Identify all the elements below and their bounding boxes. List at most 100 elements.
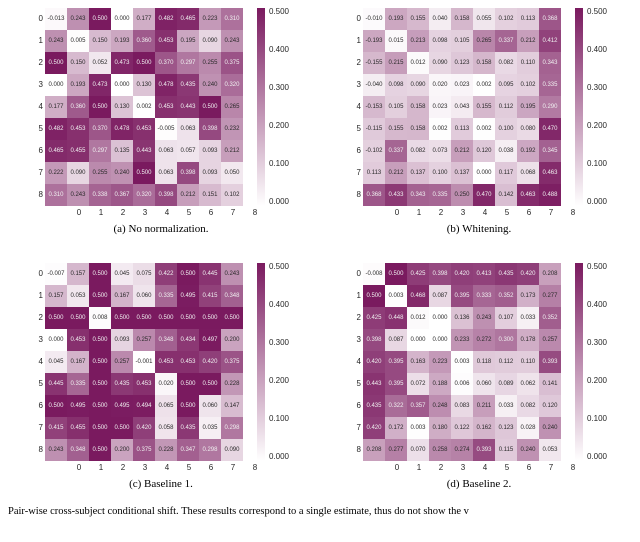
heatmap-cell: 0.232	[221, 118, 243, 140]
heatmap-cell: 0.395	[385, 373, 407, 395]
heatmap-cell: 0.500	[89, 351, 111, 373]
heatmap-cell: 0.055	[473, 8, 495, 30]
heatmap-cell: 0.137	[451, 162, 473, 184]
heatmap-cell: 0.223	[429, 351, 451, 373]
heatmap-cell: 0.102	[517, 74, 539, 96]
heatmap-cell: 0.375	[221, 52, 243, 74]
heatmap-cell: 0.053	[67, 285, 89, 307]
heatmap-cell: 0.147	[221, 395, 243, 417]
heatmap: -0.0070.1570.5000.0450.0750.4220.5000.44…	[45, 263, 243, 461]
heatmap-cell: 0.000	[473, 162, 495, 184]
colorbar-tick-label: 0.000	[587, 198, 607, 206]
heatmap-cell: 0.090	[429, 52, 451, 74]
colorbar-tick-label: 0.300	[269, 84, 289, 92]
heatmap-cell: 0.063	[177, 118, 199, 140]
colorbar-gradient	[257, 263, 265, 461]
y-tick-label: 2	[33, 59, 43, 67]
heatmap-cell: 0.482	[155, 8, 177, 30]
heatmap-cell: 0.215	[385, 52, 407, 74]
heatmap-cell: 0.333	[473, 285, 495, 307]
heatmap-cell: 0.337	[385, 140, 407, 162]
colorbar-tick-label: 0.100	[587, 415, 607, 423]
x-tick-label: 5	[178, 463, 200, 472]
heatmap-cell: 0.352	[539, 307, 561, 329]
heatmap-cell: 0.455	[67, 417, 89, 439]
heatmap-cell: 0.500	[67, 307, 89, 329]
heatmap-cell: 0.100	[429, 162, 451, 184]
heatmap-cell: 0.000	[45, 74, 67, 96]
heatmap-cell: 0.500	[199, 307, 221, 329]
heatmap-cell: 0.192	[517, 140, 539, 162]
heatmap-cell: 0.188	[429, 373, 451, 395]
heatmap-cell: 0.434	[177, 329, 199, 351]
heatmap-cell: 0.243	[221, 30, 243, 52]
heatmap-cell: 0.338	[89, 184, 111, 206]
heatmap-cell: 0.258	[429, 439, 451, 461]
heatmap-cell: 0.500	[177, 373, 199, 395]
x-tick-label: 8	[244, 208, 266, 217]
heatmap-cell: 0.003	[407, 417, 429, 439]
heatmap-cell: 0.453	[155, 30, 177, 52]
heatmap-cell: 0.105	[451, 30, 473, 52]
heatmap-cell: 0.112	[495, 351, 517, 373]
heatmap-cell: 0.062	[517, 373, 539, 395]
panel-caption: (d) Baseline 2.	[447, 478, 511, 490]
x-tick-label: 4	[474, 208, 496, 217]
heatmap-cell: 0.335	[155, 285, 177, 307]
heatmap-cell: 0.257	[539, 329, 561, 351]
heatmap-cell: 0.337	[495, 30, 517, 52]
heatmap-cell: 0.398	[199, 118, 221, 140]
heatmap-cell: 0.420	[363, 417, 385, 439]
colorbar-ticks: 0.5000.4000.3000.2000.1000.000	[269, 8, 289, 206]
y-tick-label: 5	[351, 380, 361, 388]
heatmap-cell: 0.443	[133, 140, 155, 162]
x-axis: 012345678	[68, 463, 266, 472]
x-axis: 012345678	[68, 208, 266, 217]
heatmap-cell: -0.005	[155, 118, 177, 140]
heatmap-cell: 0.448	[385, 307, 407, 329]
heatmap-cell: 0.045	[111, 263, 133, 285]
x-tick-label: 4	[156, 463, 178, 472]
heatmap-cell: 0.398	[177, 162, 199, 184]
heatmap: -0.0100.1930.1550.0400.1580.0550.1020.11…	[363, 8, 561, 206]
heatmap-cell: 0.255	[199, 52, 221, 74]
heatmap-cell: 0.473	[89, 74, 111, 96]
y-tick-label: 7	[33, 169, 43, 177]
x-tick-label: 2	[430, 208, 452, 217]
heatmap-cell: 0.005	[67, 30, 89, 52]
colorbar-tick-label: 0.000	[269, 198, 289, 206]
heatmap-cell: 0.123	[451, 52, 473, 74]
x-tick-label: 6	[200, 208, 222, 217]
heatmap-cell: 0.130	[133, 74, 155, 96]
heatmap-cell: 0.150	[67, 52, 89, 74]
heatmap-cell: 0.395	[385, 351, 407, 373]
heatmap-cell: 0.142	[495, 184, 517, 206]
heatmap-cell: -0.040	[363, 74, 385, 96]
y-axis: 012345678	[351, 8, 361, 206]
y-tick-label: 3	[33, 81, 43, 89]
colorbar-gradient	[257, 8, 265, 206]
heatmap-cell: 0.412	[539, 30, 561, 52]
heatmap-cell: 0.248	[429, 395, 451, 417]
heatmap-cell: 0.310	[221, 8, 243, 30]
heatmap: -0.0080.5000.4250.3980.4200.4130.4350.42…	[363, 263, 561, 461]
heatmap-cell: -0.001	[133, 351, 155, 373]
heatmap-cell: 0.500	[45, 52, 67, 74]
heatmap-cell: 0.000	[45, 329, 67, 351]
heatmap-cell: 0.243	[221, 263, 243, 285]
heatmap-cell: 0.002	[473, 74, 495, 96]
y-tick-label: 8	[351, 446, 361, 454]
heatmap-cell: 0.500	[111, 417, 133, 439]
colorbar-tick-label: 0.300	[587, 84, 607, 92]
heatmap-cell: 0.072	[407, 373, 429, 395]
heatmap-cell: 0.495	[67, 395, 89, 417]
x-tick-label: 6	[518, 208, 540, 217]
heatmap-cell: 0.195	[517, 96, 539, 118]
x-tick-label: 5	[496, 463, 518, 472]
heatmap-cell: 0.003	[385, 285, 407, 307]
heatmap-cell: 0.453	[133, 118, 155, 140]
heatmap-cell: 0.243	[45, 30, 67, 52]
heatmap-cell: 0.265	[473, 30, 495, 52]
heatmap-cell: 0.102	[221, 184, 243, 206]
heatmap-cell: 0.453	[177, 351, 199, 373]
